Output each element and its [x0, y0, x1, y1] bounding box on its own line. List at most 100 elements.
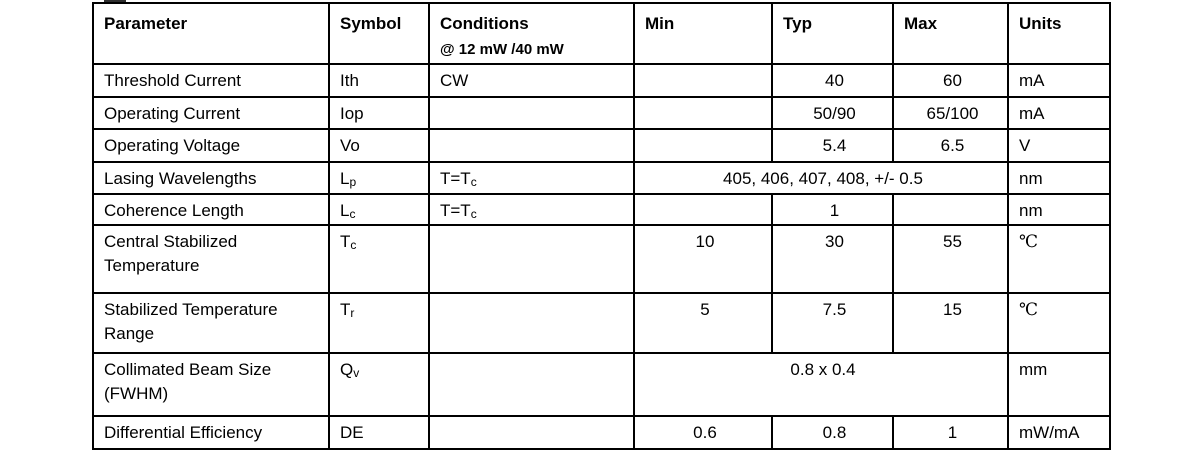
- col-header-typ: Typ: [771, 2, 894, 65]
- col-header-units: Units: [1007, 2, 1111, 65]
- cell-max: [892, 193, 1009, 226]
- table-row: Coherence Length Lc T=Tc 1 nm: [92, 193, 1111, 226]
- cell-symbol: Qv: [328, 352, 430, 417]
- cell-units: mA: [1007, 63, 1111, 98]
- cell-conditions: T=Tc: [428, 193, 635, 226]
- table-row: Stabilized Temperature Range Tr 5 7.5 15…: [92, 292, 1111, 354]
- symbol-subscript: r: [350, 306, 355, 320]
- cell-parameter: Operating Voltage: [92, 128, 330, 163]
- cell-span-value: 405, 406, 407, 408, +/- 0.5: [633, 161, 1009, 195]
- conditions-base: T=T: [440, 169, 471, 188]
- cell-span-value: 0.8 x 0.4: [633, 352, 1009, 417]
- cell-parameter: Threshold Current: [92, 63, 330, 98]
- cell-symbol: DE: [328, 415, 430, 450]
- col-header-min: Min: [633, 2, 773, 65]
- symbol-subscript: p: [349, 175, 357, 189]
- symbol-base: DE: [340, 423, 364, 442]
- cell-typ: 30: [771, 224, 894, 294]
- cell-units: mA: [1007, 96, 1111, 130]
- cell-min: 10: [633, 224, 773, 294]
- header-row: Parameter Symbol Conditions @ 12 mW /40 …: [92, 2, 1111, 65]
- cell-conditions: CW: [428, 63, 635, 98]
- cell-max: 65/100: [892, 96, 1009, 130]
- cell-min: [633, 96, 773, 130]
- cell-parameter: Stabilized Temperature Range: [92, 292, 330, 354]
- conditions-base: CW: [440, 71, 469, 90]
- table-row: Collimated Beam Size (FWHM) Qv 0.8 x 0.4…: [92, 352, 1111, 417]
- cropped-text-artifact: [104, 0, 126, 3]
- cell-min: 0.6: [633, 415, 773, 450]
- cell-typ: 5.4: [771, 128, 894, 163]
- symbol-base: T: [340, 232, 351, 251]
- col-header-conditions: Conditions @ 12 mW /40 mW: [428, 2, 635, 65]
- cell-conditions: T=Tc: [428, 161, 635, 195]
- cell-units: nm: [1007, 193, 1111, 226]
- cell-symbol: Tc: [328, 224, 430, 294]
- cell-symbol: Tr: [328, 292, 430, 354]
- cell-typ: 50/90: [771, 96, 894, 130]
- symbol-subscript: c: [349, 207, 356, 221]
- cell-typ: 1: [771, 193, 894, 226]
- conditions-subscript: c: [470, 207, 477, 221]
- cell-parameter: Differential Efficiency: [92, 415, 330, 450]
- cell-parameter: Central Stabilized Temperature: [92, 224, 330, 294]
- symbol-base: Ith: [340, 71, 359, 90]
- col-header-max: Max: [892, 2, 1009, 65]
- cell-conditions: [428, 128, 635, 163]
- cell-conditions: [428, 415, 635, 450]
- conditions-subheader: @ 12 mW /40 mW: [440, 41, 564, 58]
- table-row: Operating Current Iop 50/90 65/100 mA: [92, 96, 1111, 130]
- cell-symbol: Lc: [328, 193, 430, 226]
- conditions-base: T=T: [440, 201, 471, 220]
- symbol-base: L: [340, 201, 350, 220]
- cell-typ: 0.8: [771, 415, 894, 450]
- cell-conditions: [428, 352, 635, 417]
- cell-units: ℃: [1007, 224, 1111, 294]
- cell-units: mm: [1007, 352, 1111, 417]
- cell-conditions: [428, 96, 635, 130]
- symbol-base: Q: [340, 360, 354, 379]
- symbol-subscript: c: [350, 238, 357, 252]
- cell-units: nm: [1007, 161, 1111, 195]
- cell-symbol: Iop: [328, 96, 430, 130]
- cell-symbol: Ith: [328, 63, 430, 98]
- cell-max: 60: [892, 63, 1009, 98]
- symbol-subscript: v: [353, 366, 360, 380]
- col-header-conditions-title: Conditions: [440, 14, 529, 33]
- cell-min: [633, 63, 773, 98]
- table-row: Lasing Wavelengths Lp T=Tc 405, 406, 407…: [92, 161, 1111, 195]
- cell-typ: 7.5: [771, 292, 894, 354]
- cell-parameter: Operating Current: [92, 96, 330, 130]
- symbol-base: T: [340, 300, 351, 319]
- cell-max: 6.5: [892, 128, 1009, 163]
- col-header-parameter: Parameter: [92, 2, 330, 65]
- spec-table: Parameter Symbol Conditions @ 12 mW /40 …: [92, 2, 1111, 450]
- col-header-symbol: Symbol: [328, 2, 430, 65]
- cell-conditions: [428, 292, 635, 354]
- cell-parameter: Collimated Beam Size (FWHM): [92, 352, 330, 417]
- symbol-base: L: [340, 169, 350, 188]
- cell-max: 55: [892, 224, 1009, 294]
- cell-symbol: Vo: [328, 128, 430, 163]
- cell-max: 1: [892, 415, 1009, 450]
- cell-min: [633, 193, 773, 226]
- cell-parameter: Lasing Wavelengths: [92, 161, 330, 195]
- table-row: Central Stabilized Temperature Tc 10 30 …: [92, 224, 1111, 294]
- cell-min: [633, 128, 773, 163]
- cell-units: V: [1007, 128, 1111, 163]
- symbol-base: Iop: [340, 104, 364, 123]
- cell-parameter: Coherence Length: [92, 193, 330, 226]
- symbol-base: Vo: [340, 136, 360, 155]
- cell-typ: 40: [771, 63, 894, 98]
- table-row: Threshold Current Ith CW 40 60 mA: [92, 63, 1111, 98]
- table-row: Operating Voltage Vo 5.4 6.5 V: [92, 128, 1111, 163]
- cell-symbol: Lp: [328, 161, 430, 195]
- cell-max: 15: [892, 292, 1009, 354]
- cell-units: ℃: [1007, 292, 1111, 354]
- cell-min: 5: [633, 292, 773, 354]
- table-row: Differential Efficiency DE 0.6 0.8 1 mW/…: [92, 415, 1111, 450]
- cell-units: mW/mA: [1007, 415, 1111, 450]
- conditions-subscript: c: [470, 175, 477, 189]
- cell-conditions: [428, 224, 635, 294]
